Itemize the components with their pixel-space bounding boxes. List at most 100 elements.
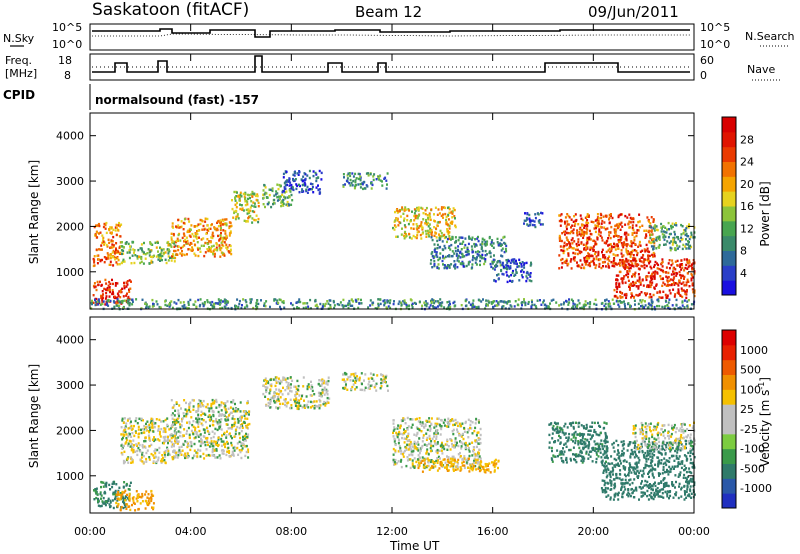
data-pixel: [132, 446, 135, 449]
data-pixel: [114, 258, 117, 261]
data-pixel: [137, 442, 140, 445]
data-pixel: [367, 172, 370, 175]
data-pixel: [648, 262, 651, 265]
data-pixel: [269, 388, 272, 391]
data-pixel: [517, 298, 520, 301]
data-pixel: [233, 424, 236, 428]
data-pixel: [619, 213, 622, 216]
data-pixel: [687, 240, 689, 243]
data-pixel: [513, 274, 516, 277]
data-pixel: [148, 430, 150, 433]
data-pixel: [208, 432, 211, 436]
data-pixel: [434, 442, 437, 445]
data-pixel: [125, 507, 128, 510]
data-pixel: [569, 242, 572, 245]
data-pixel: [652, 293, 655, 297]
data-pixel: [613, 257, 616, 260]
data-pixel: [416, 228, 419, 231]
data-pixel: [463, 246, 466, 249]
data-pixel: [436, 224, 439, 227]
data-pixel: [426, 229, 429, 233]
data-pixel: [583, 256, 586, 260]
data-pixel: [594, 224, 597, 227]
data-pixel: [460, 248, 463, 251]
data-pixel: [123, 450, 126, 453]
data-pixel: [525, 275, 528, 278]
data-pixel: [175, 421, 178, 424]
data-pixel: [227, 307, 230, 310]
data-pixel: [456, 424, 459, 428]
data-pixel: [610, 249, 613, 253]
data-pixel: [127, 461, 130, 464]
data-pixel: [563, 249, 566, 252]
data-pixel: [667, 301, 670, 304]
data-pixel: [565, 244, 568, 247]
data-pixel: [616, 254, 619, 257]
data-pixel: [447, 206, 449, 210]
data-pixel: [102, 502, 105, 505]
data-pixel: [477, 250, 479, 253]
data-pixel: [290, 183, 293, 187]
data-pixel: [473, 257, 476, 260]
data-pixel: [422, 422, 424, 426]
data-pixel: [123, 502, 126, 505]
data-pixel: [588, 229, 591, 233]
data-pixel: [637, 302, 640, 306]
data-pixel: [578, 302, 581, 305]
data-pixel: [665, 271, 668, 274]
data-pixel: [103, 243, 106, 246]
data-pixel: [420, 424, 423, 427]
data-pixel: [398, 221, 401, 224]
data-pixel: [221, 413, 224, 416]
data-pixel: [452, 419, 455, 422]
data-pixel: [262, 203, 265, 206]
data-pixel: [446, 267, 448, 270]
data-pixel: [434, 300, 437, 303]
data-pixel: [213, 305, 216, 309]
data-pixel: [127, 427, 130, 430]
data-pixel: [149, 241, 152, 244]
data-pixel: [625, 257, 628, 261]
data-pixel: [101, 298, 104, 302]
data-pixel: [178, 434, 181, 438]
data-pixel: [429, 215, 432, 219]
data-pixel: [210, 442, 213, 445]
data-pixel: [371, 183, 374, 187]
data-pixel: [347, 302, 350, 305]
data-pixel: [683, 258, 686, 261]
data-pixel: [688, 261, 691, 264]
data-pixel: [181, 305, 184, 308]
data-pixel: [269, 402, 272, 405]
data-pixel: [105, 231, 108, 235]
data-pixel: [508, 267, 511, 270]
data-pixel: [120, 444, 123, 447]
data-pixel: [561, 232, 564, 235]
data-pixel: [127, 433, 130, 437]
data-pixel: [289, 376, 292, 379]
data-pixel: [486, 240, 489, 243]
data-pixel: [595, 257, 598, 261]
data-pixel: [395, 431, 398, 435]
data-pixel: [431, 298, 434, 301]
data-pixel: [651, 253, 654, 257]
data-pixel: [443, 244, 446, 248]
data-pixel: [466, 246, 469, 249]
data-pixel: [625, 248, 628, 251]
data-pixel: [476, 256, 478, 259]
data-pixel: [126, 300, 129, 303]
data-pixel: [606, 258, 609, 261]
data-pixel: [235, 428, 238, 431]
data-pixel: [576, 303, 579, 307]
data-pixel: [655, 236, 658, 240]
data-pixel: [208, 445, 211, 448]
data-pixel: [222, 413, 225, 417]
data-pixel: [103, 287, 106, 291]
data-pixel: [123, 284, 126, 287]
data-pixel: [341, 304, 344, 307]
data-pixel: [317, 176, 320, 179]
data-pixel: [377, 305, 380, 309]
data-pixel: [141, 250, 144, 253]
data-pixel: [172, 421, 174, 424]
data-pixel: [466, 253, 469, 256]
data-pixel: [412, 227, 415, 230]
